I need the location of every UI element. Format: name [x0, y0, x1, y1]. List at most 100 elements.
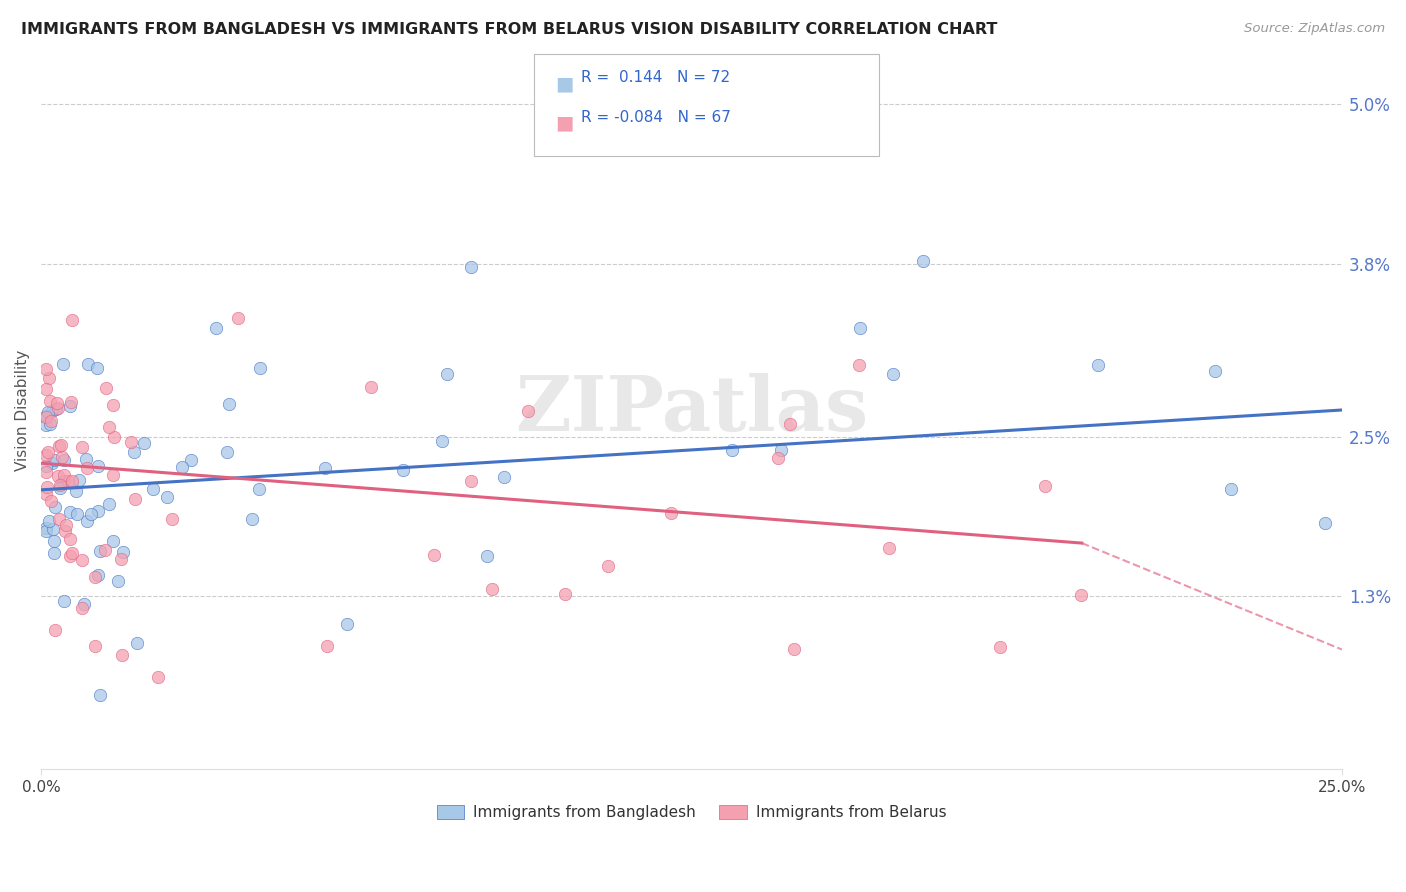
- Point: [516, 403, 538, 417]
- Point: [101, 468, 124, 483]
- Point: [46, 469, 69, 483]
- Point: [768, 450, 790, 465]
- Point: [35, 417, 58, 432]
- Point: [66, 507, 89, 521]
- Point: [75, 451, 97, 466]
- Point: [93, 543, 115, 558]
- Point: [988, 640, 1011, 655]
- Point: [38, 394, 60, 409]
- Point: [392, 463, 415, 477]
- Point: [83, 640, 105, 654]
- Point: [1087, 358, 1109, 372]
- Point: [170, 460, 193, 475]
- Point: [218, 397, 240, 411]
- Point: [107, 574, 129, 588]
- Point: [1033, 478, 1056, 492]
- Point: [226, 311, 249, 326]
- Point: [65, 483, 87, 498]
- Point: [134, 435, 156, 450]
- Point: [79, 507, 101, 521]
- Text: ■: ■: [555, 113, 574, 132]
- Point: [336, 617, 359, 632]
- Text: IMMIGRANTS FROM BANGLADESH VS IMMIGRANTS FROM BELARUS VISION DISABILITY CORRELAT: IMMIGRANTS FROM BANGLADESH VS IMMIGRANTS…: [21, 22, 997, 37]
- Point: [35, 480, 58, 494]
- Point: [35, 409, 58, 424]
- Point: [70, 601, 93, 615]
- Point: [49, 438, 72, 452]
- Point: [460, 260, 482, 274]
- Point: [432, 434, 454, 449]
- Text: R = -0.084   N = 67: R = -0.084 N = 67: [581, 110, 731, 125]
- Y-axis label: Vision Disability: Vision Disability: [15, 350, 30, 471]
- Point: [103, 397, 125, 411]
- Point: [86, 361, 108, 376]
- Point: [59, 399, 82, 413]
- Point: [101, 534, 124, 549]
- Point: [52, 468, 75, 483]
- Point: [247, 483, 270, 497]
- Point: [156, 490, 179, 504]
- Point: [41, 404, 63, 418]
- Point: [60, 474, 83, 488]
- Point: [148, 670, 170, 684]
- Legend: Immigrants from Bangladesh, Immigrants from Belarus: Immigrants from Bangladesh, Immigrants f…: [430, 799, 952, 826]
- Point: [70, 440, 93, 454]
- Point: [316, 639, 339, 653]
- Point: [911, 253, 934, 268]
- Point: [360, 380, 382, 394]
- Point: [111, 648, 134, 663]
- Point: [783, 641, 806, 656]
- Point: [110, 552, 132, 566]
- Point: [35, 487, 58, 501]
- Point: [124, 445, 146, 459]
- Point: [72, 553, 94, 567]
- Point: [73, 597, 96, 611]
- Point: [37, 445, 59, 459]
- Point: [160, 512, 183, 526]
- Point: [39, 417, 62, 431]
- Point: [35, 524, 58, 538]
- Text: ■: ■: [555, 74, 574, 93]
- Point: [35, 362, 58, 376]
- Point: [596, 558, 619, 573]
- Point: [215, 445, 238, 459]
- Point: [52, 452, 75, 467]
- Point: [38, 371, 60, 385]
- Point: [56, 474, 79, 488]
- Point: [35, 458, 58, 473]
- Point: [48, 439, 70, 453]
- Point: [44, 623, 66, 637]
- Point: [97, 497, 120, 511]
- Point: [42, 522, 65, 536]
- Point: [76, 460, 98, 475]
- Point: [35, 521, 58, 535]
- Point: [848, 358, 870, 372]
- Point: [62, 312, 84, 326]
- Point: [89, 543, 111, 558]
- Point: [51, 450, 73, 465]
- Point: [49, 478, 72, 492]
- Point: [205, 321, 228, 335]
- Point: [436, 367, 458, 381]
- Point: [38, 514, 60, 528]
- Point: [423, 548, 446, 562]
- Point: [42, 546, 65, 560]
- Point: [41, 456, 63, 470]
- Point: [779, 417, 801, 431]
- Point: [1313, 516, 1336, 530]
- Point: [35, 448, 58, 462]
- Point: [877, 541, 900, 555]
- Point: [314, 460, 336, 475]
- Point: [87, 504, 110, 518]
- Point: [1219, 483, 1241, 497]
- Point: [44, 500, 66, 514]
- Point: [475, 549, 498, 563]
- Point: [76, 357, 98, 371]
- Point: [60, 547, 83, 561]
- Point: [52, 474, 75, 488]
- Point: [460, 474, 482, 488]
- Point: [120, 434, 142, 449]
- Point: [59, 395, 82, 409]
- Point: [39, 413, 62, 427]
- Text: R =  0.144   N = 72: R = 0.144 N = 72: [581, 70, 730, 86]
